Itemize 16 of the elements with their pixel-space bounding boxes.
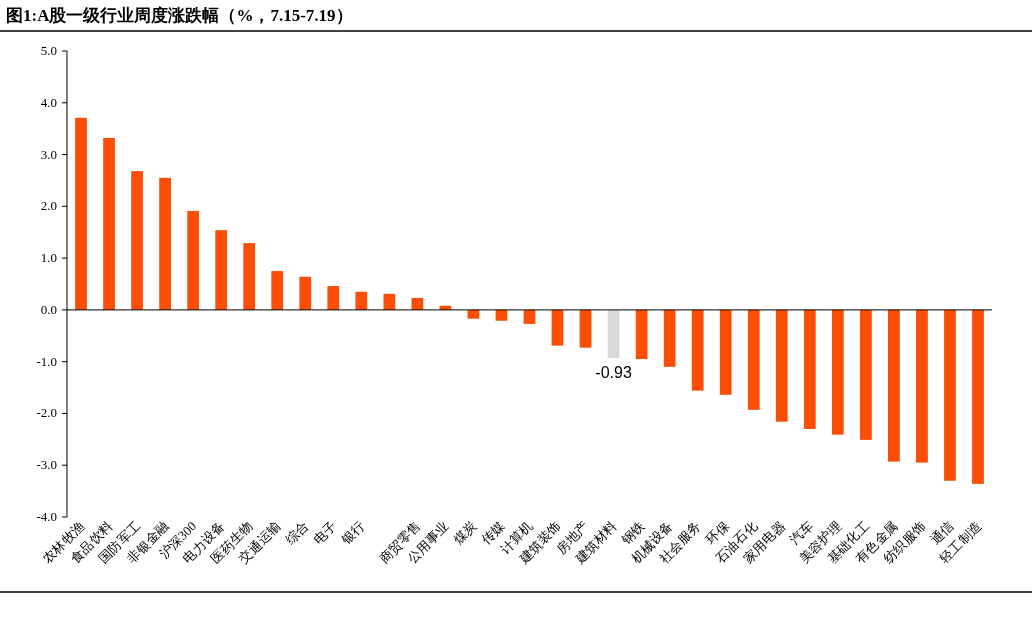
y-tick-label: 1.0 — [40, 250, 57, 266]
title: 图1:A股一级行业周度涨跌幅（%，7.15-7.19） — [6, 6, 353, 25]
y-tick-label: 3.0 — [40, 146, 57, 162]
x-tick-label: 综合 — [282, 518, 312, 548]
x-tick-label: 电子 — [310, 518, 340, 548]
y-tick-label: -4.0 — [36, 509, 57, 524]
y-tick-label: -3.0 — [36, 457, 57, 473]
data-label: -0.93 — [595, 364, 632, 382]
x-tick-label: 煤炭 — [450, 518, 480, 548]
y-tick-label: 2.0 — [40, 198, 57, 214]
y-tick-label: 0.0 — [40, 301, 57, 317]
y-tick-label: 4.0 — [40, 94, 57, 110]
y-tick-label: 5.0 — [40, 43, 57, 58]
x-tick-label: 银行 — [337, 518, 368, 549]
y-tick-label: -1.0 — [36, 353, 57, 369]
y-tick-label: -2.0 — [36, 405, 57, 421]
